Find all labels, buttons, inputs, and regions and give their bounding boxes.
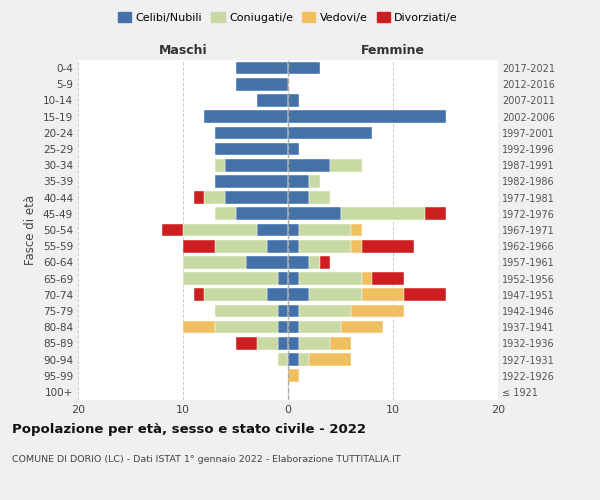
Bar: [162, 224, 183, 236]
Bar: [288, 208, 341, 220]
Bar: [320, 256, 330, 268]
Bar: [183, 321, 215, 334]
Bar: [288, 353, 299, 366]
Bar: [288, 126, 372, 139]
Bar: [225, 192, 288, 204]
Bar: [215, 304, 277, 318]
Bar: [299, 304, 351, 318]
Bar: [267, 288, 288, 301]
Bar: [204, 288, 267, 301]
Bar: [277, 337, 288, 349]
Bar: [235, 337, 257, 349]
Bar: [361, 240, 414, 252]
Bar: [330, 159, 361, 172]
Bar: [299, 321, 341, 334]
Bar: [183, 272, 277, 285]
Bar: [257, 337, 277, 349]
Bar: [288, 288, 309, 301]
Bar: [288, 337, 299, 349]
Bar: [309, 288, 361, 301]
Bar: [288, 256, 309, 268]
Bar: [246, 256, 288, 268]
Bar: [288, 304, 299, 318]
Bar: [267, 240, 288, 252]
Bar: [288, 62, 320, 74]
Bar: [341, 208, 425, 220]
Bar: [288, 142, 299, 156]
Y-axis label: Fasce di età: Fasce di età: [25, 195, 37, 265]
Bar: [288, 159, 330, 172]
Legend: Celibi/Nubili, Coniugati/e, Vedovi/e, Divorziati/e: Celibi/Nubili, Coniugati/e, Vedovi/e, Di…: [113, 8, 463, 28]
Bar: [299, 240, 351, 252]
Bar: [204, 110, 288, 123]
Bar: [309, 353, 351, 366]
Text: COMUNE DI DORIO (LC) - Dati ISTAT 1° gennaio 2022 - Elaborazione TUTTITALIA.IT: COMUNE DI DORIO (LC) - Dati ISTAT 1° gen…: [12, 455, 401, 464]
Bar: [288, 110, 445, 123]
Bar: [288, 272, 299, 285]
Bar: [235, 62, 288, 74]
Bar: [215, 142, 288, 156]
Bar: [361, 272, 372, 285]
Bar: [299, 272, 361, 285]
Bar: [309, 192, 330, 204]
Bar: [288, 321, 299, 334]
Bar: [288, 224, 299, 236]
Bar: [288, 192, 309, 204]
Bar: [425, 208, 445, 220]
Bar: [309, 175, 320, 188]
Bar: [225, 159, 288, 172]
Bar: [299, 337, 330, 349]
Bar: [235, 78, 288, 90]
Bar: [193, 192, 204, 204]
Bar: [193, 288, 204, 301]
Bar: [215, 175, 288, 188]
Bar: [277, 272, 288, 285]
Bar: [183, 224, 257, 236]
Bar: [215, 126, 288, 139]
Bar: [288, 94, 299, 107]
Bar: [215, 159, 225, 172]
Bar: [204, 192, 225, 204]
Bar: [351, 224, 361, 236]
Text: Maschi: Maschi: [158, 44, 208, 57]
Bar: [257, 94, 288, 107]
Bar: [288, 175, 309, 188]
Text: Femmine: Femmine: [361, 44, 425, 57]
Bar: [215, 240, 267, 252]
Bar: [341, 321, 383, 334]
Bar: [235, 208, 288, 220]
Bar: [288, 370, 299, 382]
Bar: [215, 208, 235, 220]
Bar: [299, 224, 351, 236]
Text: Popolazione per età, sesso e stato civile - 2022: Popolazione per età, sesso e stato civil…: [12, 422, 366, 436]
Bar: [309, 256, 320, 268]
Bar: [277, 321, 288, 334]
Bar: [404, 288, 445, 301]
Bar: [183, 256, 246, 268]
Bar: [257, 224, 288, 236]
Bar: [277, 353, 288, 366]
Bar: [351, 240, 361, 252]
Bar: [183, 240, 215, 252]
Bar: [330, 337, 351, 349]
Bar: [372, 272, 404, 285]
Bar: [288, 240, 299, 252]
Bar: [361, 288, 404, 301]
Bar: [277, 304, 288, 318]
Bar: [215, 321, 277, 334]
Bar: [299, 353, 309, 366]
Bar: [351, 304, 404, 318]
